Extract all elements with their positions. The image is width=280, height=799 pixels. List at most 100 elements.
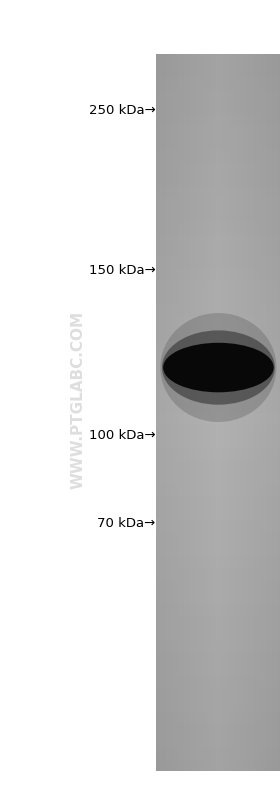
Bar: [156, 150, 280, 162]
Bar: [203, 54, 204, 771]
Bar: [226, 54, 228, 771]
Bar: [156, 269, 280, 281]
Bar: [156, 759, 280, 771]
Bar: [176, 54, 178, 771]
Bar: [156, 544, 280, 556]
Bar: [159, 54, 161, 771]
Bar: [161, 54, 163, 771]
Bar: [277, 54, 279, 771]
Bar: [156, 616, 280, 628]
Bar: [213, 54, 215, 771]
Bar: [272, 54, 274, 771]
Bar: [258, 54, 260, 771]
Bar: [156, 377, 280, 389]
Bar: [156, 556, 280, 568]
Bar: [156, 652, 280, 663]
Bar: [156, 436, 280, 448]
Bar: [156, 329, 280, 341]
Bar: [241, 54, 243, 771]
Bar: [210, 54, 212, 771]
Bar: [156, 640, 280, 652]
Bar: [181, 54, 183, 771]
Bar: [251, 54, 253, 771]
Bar: [156, 281, 280, 293]
Bar: [230, 54, 232, 771]
Bar: [257, 54, 259, 771]
Ellipse shape: [163, 343, 274, 392]
Bar: [229, 54, 231, 771]
Bar: [238, 54, 240, 771]
Bar: [156, 66, 280, 78]
Bar: [266, 54, 268, 771]
Bar: [156, 472, 280, 484]
Bar: [156, 317, 280, 329]
Bar: [156, 508, 280, 520]
Bar: [186, 54, 188, 771]
Bar: [156, 592, 280, 604]
Bar: [193, 54, 195, 771]
Bar: [209, 54, 211, 771]
Bar: [156, 54, 280, 66]
Bar: [170, 54, 172, 771]
Bar: [227, 54, 229, 771]
Bar: [165, 54, 167, 771]
Bar: [190, 54, 192, 771]
Bar: [262, 54, 263, 771]
Bar: [255, 54, 257, 771]
Bar: [269, 54, 271, 771]
Bar: [156, 532, 280, 544]
Bar: [164, 54, 166, 771]
Bar: [156, 209, 280, 221]
Bar: [201, 54, 203, 771]
Bar: [156, 520, 280, 532]
Bar: [207, 54, 209, 771]
Bar: [200, 54, 201, 771]
Bar: [244, 54, 246, 771]
Bar: [232, 54, 234, 771]
Bar: [156, 496, 280, 508]
Bar: [156, 687, 280, 699]
Bar: [234, 54, 235, 771]
Bar: [254, 54, 256, 771]
Bar: [173, 54, 175, 771]
Bar: [240, 54, 242, 771]
Bar: [204, 54, 206, 771]
Bar: [156, 114, 280, 126]
Bar: [156, 628, 280, 640]
Bar: [156, 424, 280, 436]
Bar: [156, 389, 280, 401]
Bar: [156, 126, 280, 138]
Bar: [249, 54, 251, 771]
Bar: [197, 54, 198, 771]
Bar: [184, 54, 186, 771]
Bar: [252, 54, 254, 771]
Bar: [235, 54, 237, 771]
Bar: [248, 54, 249, 771]
Bar: [183, 54, 184, 771]
Bar: [156, 711, 280, 723]
Bar: [156, 341, 280, 353]
Bar: [156, 735, 280, 747]
Bar: [156, 365, 280, 377]
Bar: [156, 675, 280, 687]
Bar: [206, 54, 207, 771]
Bar: [156, 54, 158, 771]
Bar: [237, 54, 239, 771]
Bar: [175, 54, 177, 771]
Text: 100 kDa→: 100 kDa→: [89, 429, 155, 442]
Bar: [156, 78, 280, 90]
Text: 150 kDa→: 150 kDa→: [89, 264, 155, 276]
Bar: [156, 305, 280, 317]
Bar: [243, 54, 245, 771]
Bar: [195, 54, 197, 771]
Bar: [156, 699, 280, 711]
Bar: [156, 568, 280, 580]
Bar: [156, 663, 280, 675]
Bar: [178, 54, 180, 771]
Bar: [167, 54, 169, 771]
Bar: [169, 54, 171, 771]
Bar: [162, 54, 164, 771]
Bar: [275, 54, 277, 771]
Text: WWW.PTGLABC.COM: WWW.PTGLABC.COM: [71, 311, 86, 488]
Bar: [263, 54, 265, 771]
